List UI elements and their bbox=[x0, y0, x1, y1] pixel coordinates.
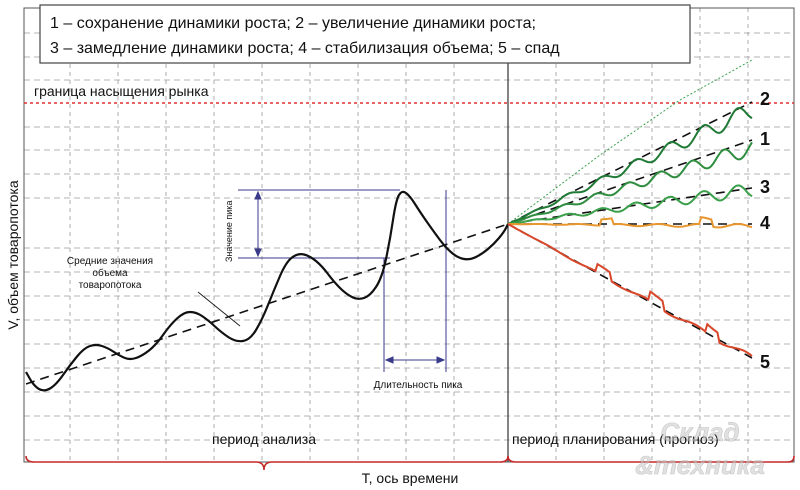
legend-line-1: 1 – сохранение динамики роста; 2 – увели… bbox=[50, 15, 536, 32]
planning-period-bracket bbox=[507, 455, 795, 463]
peak-duration-label: Длительность пика bbox=[374, 380, 463, 391]
analysis-wave bbox=[25, 190, 509, 392]
analysis-period-bracket bbox=[25, 455, 509, 471]
mean-values-label-1: Средние значения bbox=[67, 256, 153, 267]
scenario-number-5: 5 bbox=[760, 352, 770, 372]
scenario-number-4: 4 bbox=[760, 213, 770, 233]
legend-line-2: 3 – замедление динамики роста; 4 – стаби… bbox=[50, 40, 560, 57]
peak-value-arrowhead-bottom bbox=[254, 248, 262, 258]
scenario-curve-2 bbox=[507, 106, 753, 225]
watermark-line-1: Склад bbox=[660, 417, 739, 447]
peak-value-arrowhead-top bbox=[254, 190, 262, 200]
y-axis-label: V, объем товаропотока bbox=[5, 180, 21, 329]
scenario-curve-1 bbox=[507, 141, 753, 225]
scenario-number-2: 2 bbox=[760, 89, 770, 109]
peak-duration-arrowhead-right bbox=[436, 356, 446, 364]
x-axis-label: T, ось времени bbox=[362, 470, 459, 486]
peak-duration-arrowhead-left bbox=[384, 356, 394, 364]
trend-line-2 bbox=[507, 101, 753, 225]
planning-period-label: период планирования (прогноз) bbox=[512, 431, 719, 447]
scenario-curve-3 bbox=[507, 184, 753, 225]
plot-frame bbox=[23, 7, 795, 463]
trend-line-1 bbox=[507, 139, 753, 225]
analysis-period-label: период анализа bbox=[212, 431, 316, 447]
analysis-trend-line bbox=[25, 223, 509, 385]
peak-value-label: Значение пика bbox=[224, 201, 234, 262]
watermark-line-2: &техника bbox=[635, 450, 765, 480]
growth-extension-line bbox=[507, 59, 753, 225]
watermark-logo: Склад &техника bbox=[635, 417, 765, 481]
peak-markers bbox=[197, 189, 447, 372]
background-grid bbox=[24, 8, 794, 462]
scenario-curve-4 bbox=[508, 216, 753, 229]
legend-box bbox=[39, 4, 691, 64]
scenario-number-3: 3 bbox=[760, 177, 770, 197]
market-saturation-label: граница насыщения рынка bbox=[34, 83, 209, 99]
mean-values-label-2: объема bbox=[92, 267, 128, 279]
scenario-number-1: 1 bbox=[760, 129, 770, 149]
mean-values-label-3: товаропотока bbox=[79, 280, 142, 291]
scenario-curve-5 bbox=[507, 223, 753, 357]
mean-values-pointer bbox=[197, 291, 241, 327]
